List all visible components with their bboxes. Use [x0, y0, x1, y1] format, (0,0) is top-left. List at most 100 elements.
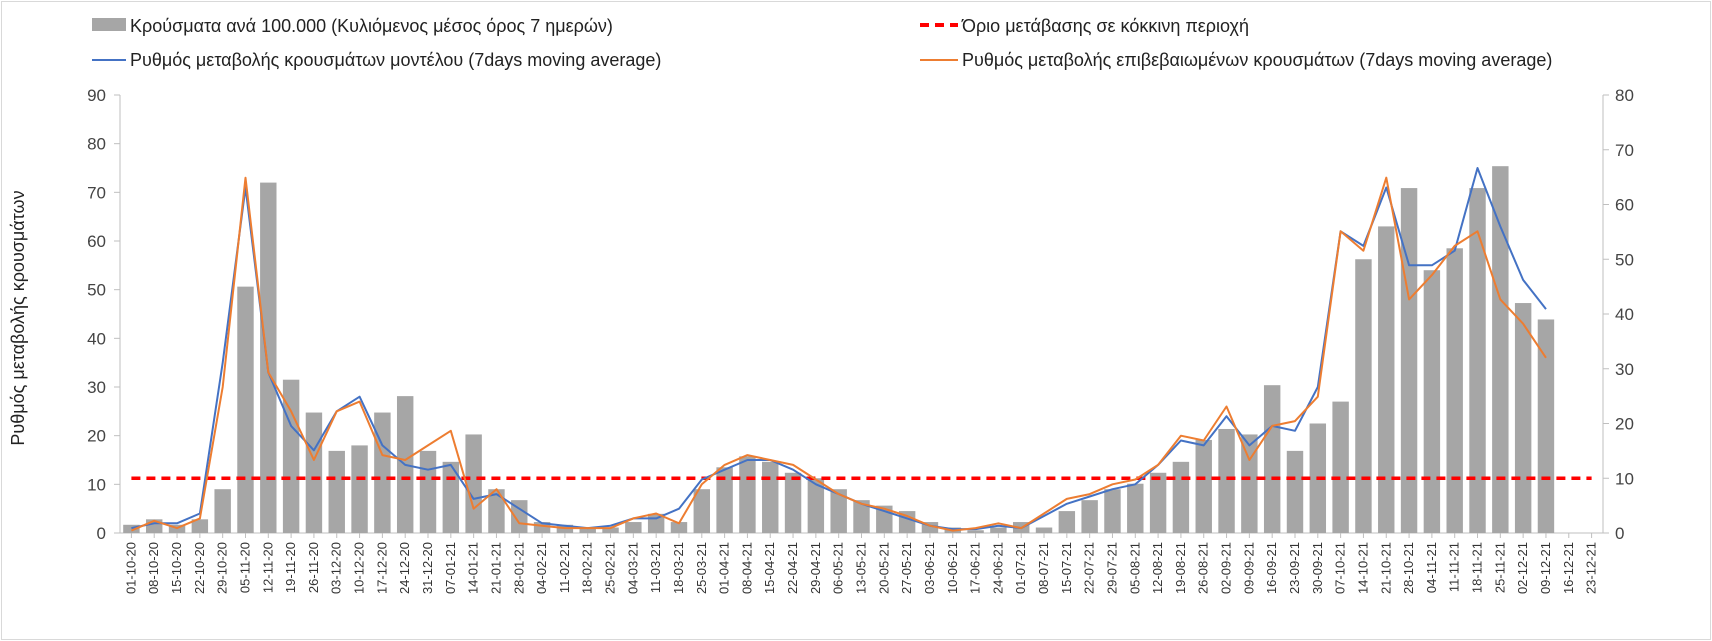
- bar: [807, 478, 825, 533]
- x-tick-label: 11-02-21: [557, 542, 572, 593]
- x-tick-label: 11-11-21: [1447, 542, 1462, 592]
- left-tick-label: 0: [97, 524, 106, 543]
- left-tick-label: 10: [87, 475, 106, 494]
- x-tick-label: 02-09-21: [1219, 542, 1234, 594]
- bar: [191, 519, 209, 533]
- x-tick-label: 09-12-21: [1538, 542, 1553, 594]
- right-tick-label: 70: [1615, 141, 1634, 160]
- x-tick-label: 15-10-20: [169, 542, 184, 594]
- x-tick-label: 04-11-21: [1424, 542, 1439, 593]
- left-tick-label: 60: [87, 232, 106, 251]
- left-tick-label: 30: [87, 378, 106, 397]
- bar: [533, 522, 551, 533]
- right-axis-ticks: 0 10 20 30 40 50 60 70 80: [1603, 86, 1634, 543]
- bar: [465, 434, 482, 533]
- bar: [123, 524, 140, 533]
- left-tick-label: 40: [87, 329, 106, 348]
- x-tick-label: 08-07-21: [1036, 542, 1051, 594]
- x-tick-label: 01-10-20: [123, 542, 138, 594]
- x-tick-label: 08-04-21: [739, 542, 754, 594]
- x-tick-label: 05-11-20: [238, 542, 253, 593]
- x-tick-label: 22-04-21: [785, 542, 800, 594]
- bar: [739, 456, 756, 533]
- x-tick-label: 19-08-21: [1173, 542, 1188, 594]
- confirmed-line: [131, 176, 1547, 532]
- left-tick-label: 70: [87, 183, 106, 202]
- bar: [1400, 188, 1418, 533]
- bar: [374, 412, 391, 533]
- right-tick-label: 20: [1615, 415, 1634, 434]
- left-tick-label: 20: [87, 427, 106, 446]
- right-tick-label: 10: [1615, 469, 1634, 488]
- bar: [670, 522, 688, 533]
- legend: Κρούσματα ανά 100.000 (Κυλιόμενος μέσος …: [92, 16, 1552, 70]
- bar: [1332, 401, 1349, 533]
- x-tick-label: 03-06-21: [922, 542, 937, 594]
- bar: [1218, 428, 1235, 533]
- x-tick-label: 19-11-20: [283, 542, 298, 593]
- x-tick-label: 05-08-21: [1127, 542, 1142, 594]
- bar: [1263, 385, 1281, 533]
- x-tick-label: 13-05-21: [854, 542, 869, 594]
- x-tick-label: 03-12-20: [329, 542, 344, 594]
- x-tick-label: 27-05-21: [899, 542, 914, 594]
- x-tick-label: 07-10-21: [1333, 542, 1348, 594]
- x-tick-label: 02-12-21: [1515, 542, 1530, 594]
- bar: [328, 450, 345, 533]
- x-tick-label: 14-10-21: [1355, 542, 1370, 594]
- y-axis-label: Ρυθμός μεταβολής κρουσμάτων: [8, 190, 28, 445]
- x-tick-label: 25-11-21: [1492, 542, 1507, 593]
- bar: [784, 472, 802, 533]
- right-tick-label: 60: [1615, 196, 1634, 215]
- left-tick-label: 80: [87, 135, 106, 154]
- bar: [214, 489, 231, 533]
- legend-item-confirmed: Ρυθμός μεταβολής επιβεβαιωμένων κρουσμάτ…: [920, 50, 1552, 70]
- x-tick-label: 26-08-21: [1196, 542, 1211, 594]
- x-tick-label: 17-06-21: [968, 542, 983, 594]
- x-tick-label: 29-04-21: [808, 542, 823, 594]
- right-tick-label: 80: [1615, 86, 1634, 105]
- x-tick-label: 28-01-21: [511, 542, 526, 594]
- x-tick-label: 26-11-20: [306, 542, 321, 593]
- x-tick-label: 31-12-20: [420, 542, 435, 594]
- x-tick-label: 20-05-21: [876, 542, 891, 594]
- x-tick-label: 06-05-21: [831, 542, 846, 594]
- x-tick-label: 25-02-21: [603, 542, 618, 594]
- bar: [1514, 303, 1532, 533]
- legend-item-threshold: Όριο μετάβασης σε κόκκινη περιοχή: [920, 16, 1249, 36]
- bar: [1469, 188, 1486, 533]
- bar: [1423, 270, 1441, 533]
- x-tick-label: 04-02-21: [534, 542, 549, 594]
- right-tick-label: 0: [1615, 524, 1624, 543]
- bar: [990, 527, 1007, 533]
- left-tick-label: 90: [87, 86, 106, 105]
- bar: [1195, 439, 1212, 533]
- x-tick-label: 15-07-21: [1059, 542, 1074, 594]
- right-tick-label: 40: [1615, 305, 1634, 324]
- x-tick-label: 08-10-20: [146, 542, 161, 594]
- x-tick-label: 21-10-21: [1378, 542, 1393, 594]
- legend-item-model: Ρυθμός μεταβολής κρουσμάτων μοντέλου (7d…: [92, 50, 661, 70]
- x-tick-label: 16-09-21: [1264, 542, 1279, 594]
- bar: [1127, 483, 1144, 533]
- x-tick-label: 23-12-21: [1584, 542, 1599, 594]
- x-tick-label: 25-03-21: [694, 542, 709, 594]
- bar: [1492, 166, 1509, 534]
- bar: [1058, 511, 1076, 533]
- x-tick-label: 29-07-21: [1105, 542, 1120, 594]
- bar: [1149, 472, 1167, 533]
- bar: [1081, 500, 1098, 533]
- bar: [1286, 450, 1304, 533]
- bar: [716, 467, 733, 533]
- legend-label-model: Ρυθμός μεταβολής κρουσμάτων μοντέλου (7d…: [130, 50, 661, 70]
- x-tick-label: 23-09-21: [1287, 542, 1302, 594]
- x-tick-label: 24-06-21: [990, 542, 1005, 594]
- x-tick-label: 17-12-20: [374, 542, 389, 594]
- bar: [693, 489, 711, 533]
- x-tick-label: 30-09-21: [1310, 542, 1325, 594]
- x-tick-label: 22-07-21: [1082, 542, 1097, 594]
- bar: [1241, 434, 1258, 533]
- legend-swatch-bars: [92, 18, 126, 31]
- line-series: [131, 167, 1547, 532]
- bar: [1537, 319, 1555, 533]
